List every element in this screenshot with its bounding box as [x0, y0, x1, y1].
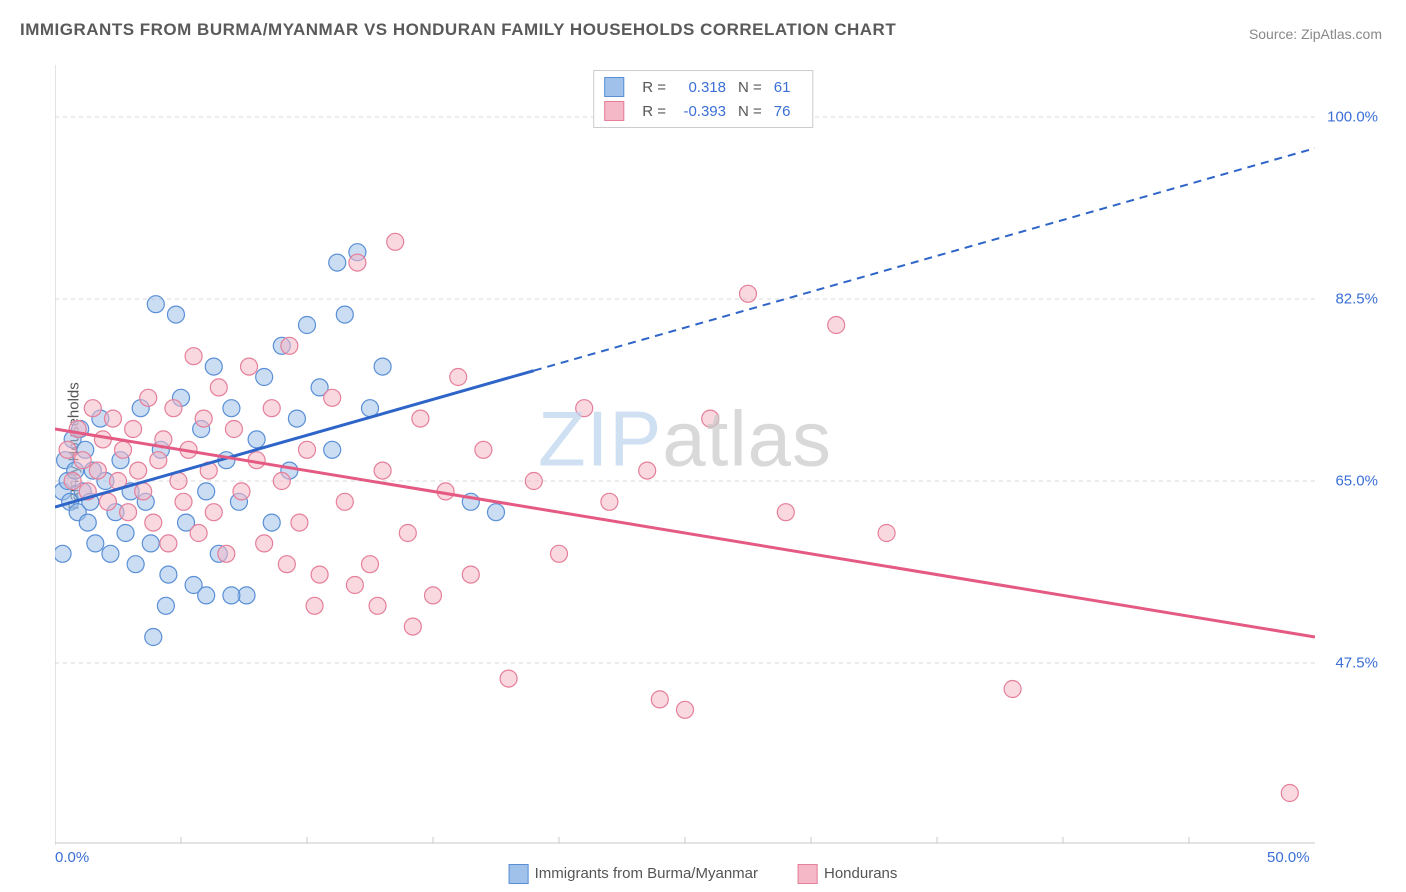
y-tick-label: 100.0%: [1327, 109, 1378, 126]
x-tick-label: 0.0%: [55, 849, 89, 866]
r-value: 0.318: [678, 79, 726, 96]
n-label: N =: [738, 103, 762, 120]
r-label: R =: [642, 79, 666, 96]
y-tick-label: 65.0%: [1335, 473, 1378, 490]
r-value: -0.393: [678, 103, 726, 120]
source-label: Source: ZipAtlas.com: [1249, 26, 1382, 42]
correlation-row: R = -0.393 N = 76: [604, 99, 802, 123]
legend-label: Immigrants from Burma/Myanmar: [535, 865, 758, 882]
scatter-plot-svg: [55, 65, 1315, 845]
n-value: 61: [774, 79, 802, 96]
chart-title: IMMIGRANTS FROM BURMA/MYANMAR VS HONDURA…: [20, 20, 896, 40]
x-tick-label: 50.0%: [1267, 849, 1310, 866]
correlation-legend: R = 0.318 N = 61 R = -0.393 N = 76: [593, 70, 813, 128]
legend-swatch: [509, 864, 529, 884]
correlation-row: R = 0.318 N = 61: [604, 75, 802, 99]
y-tick-label: 47.5%: [1335, 655, 1378, 672]
legend-swatch: [604, 77, 624, 97]
n-value: 76: [774, 103, 802, 120]
series-legend: Immigrants from Burma/Myanmar Hondurans: [509, 864, 898, 884]
legend-item: Hondurans: [798, 864, 897, 884]
legend-swatch: [604, 101, 624, 121]
n-label: N =: [738, 79, 762, 96]
r-label: R =: [642, 103, 666, 120]
chart-container: IMMIGRANTS FROM BURMA/MYANMAR VS HONDURA…: [0, 0, 1406, 892]
legend-item: Immigrants from Burma/Myanmar: [509, 864, 758, 884]
plot-area: ZIPatlas: [55, 65, 1315, 845]
y-tick-label: 82.5%: [1335, 291, 1378, 308]
legend-swatch: [798, 864, 818, 884]
legend-label: Hondurans: [824, 865, 897, 882]
